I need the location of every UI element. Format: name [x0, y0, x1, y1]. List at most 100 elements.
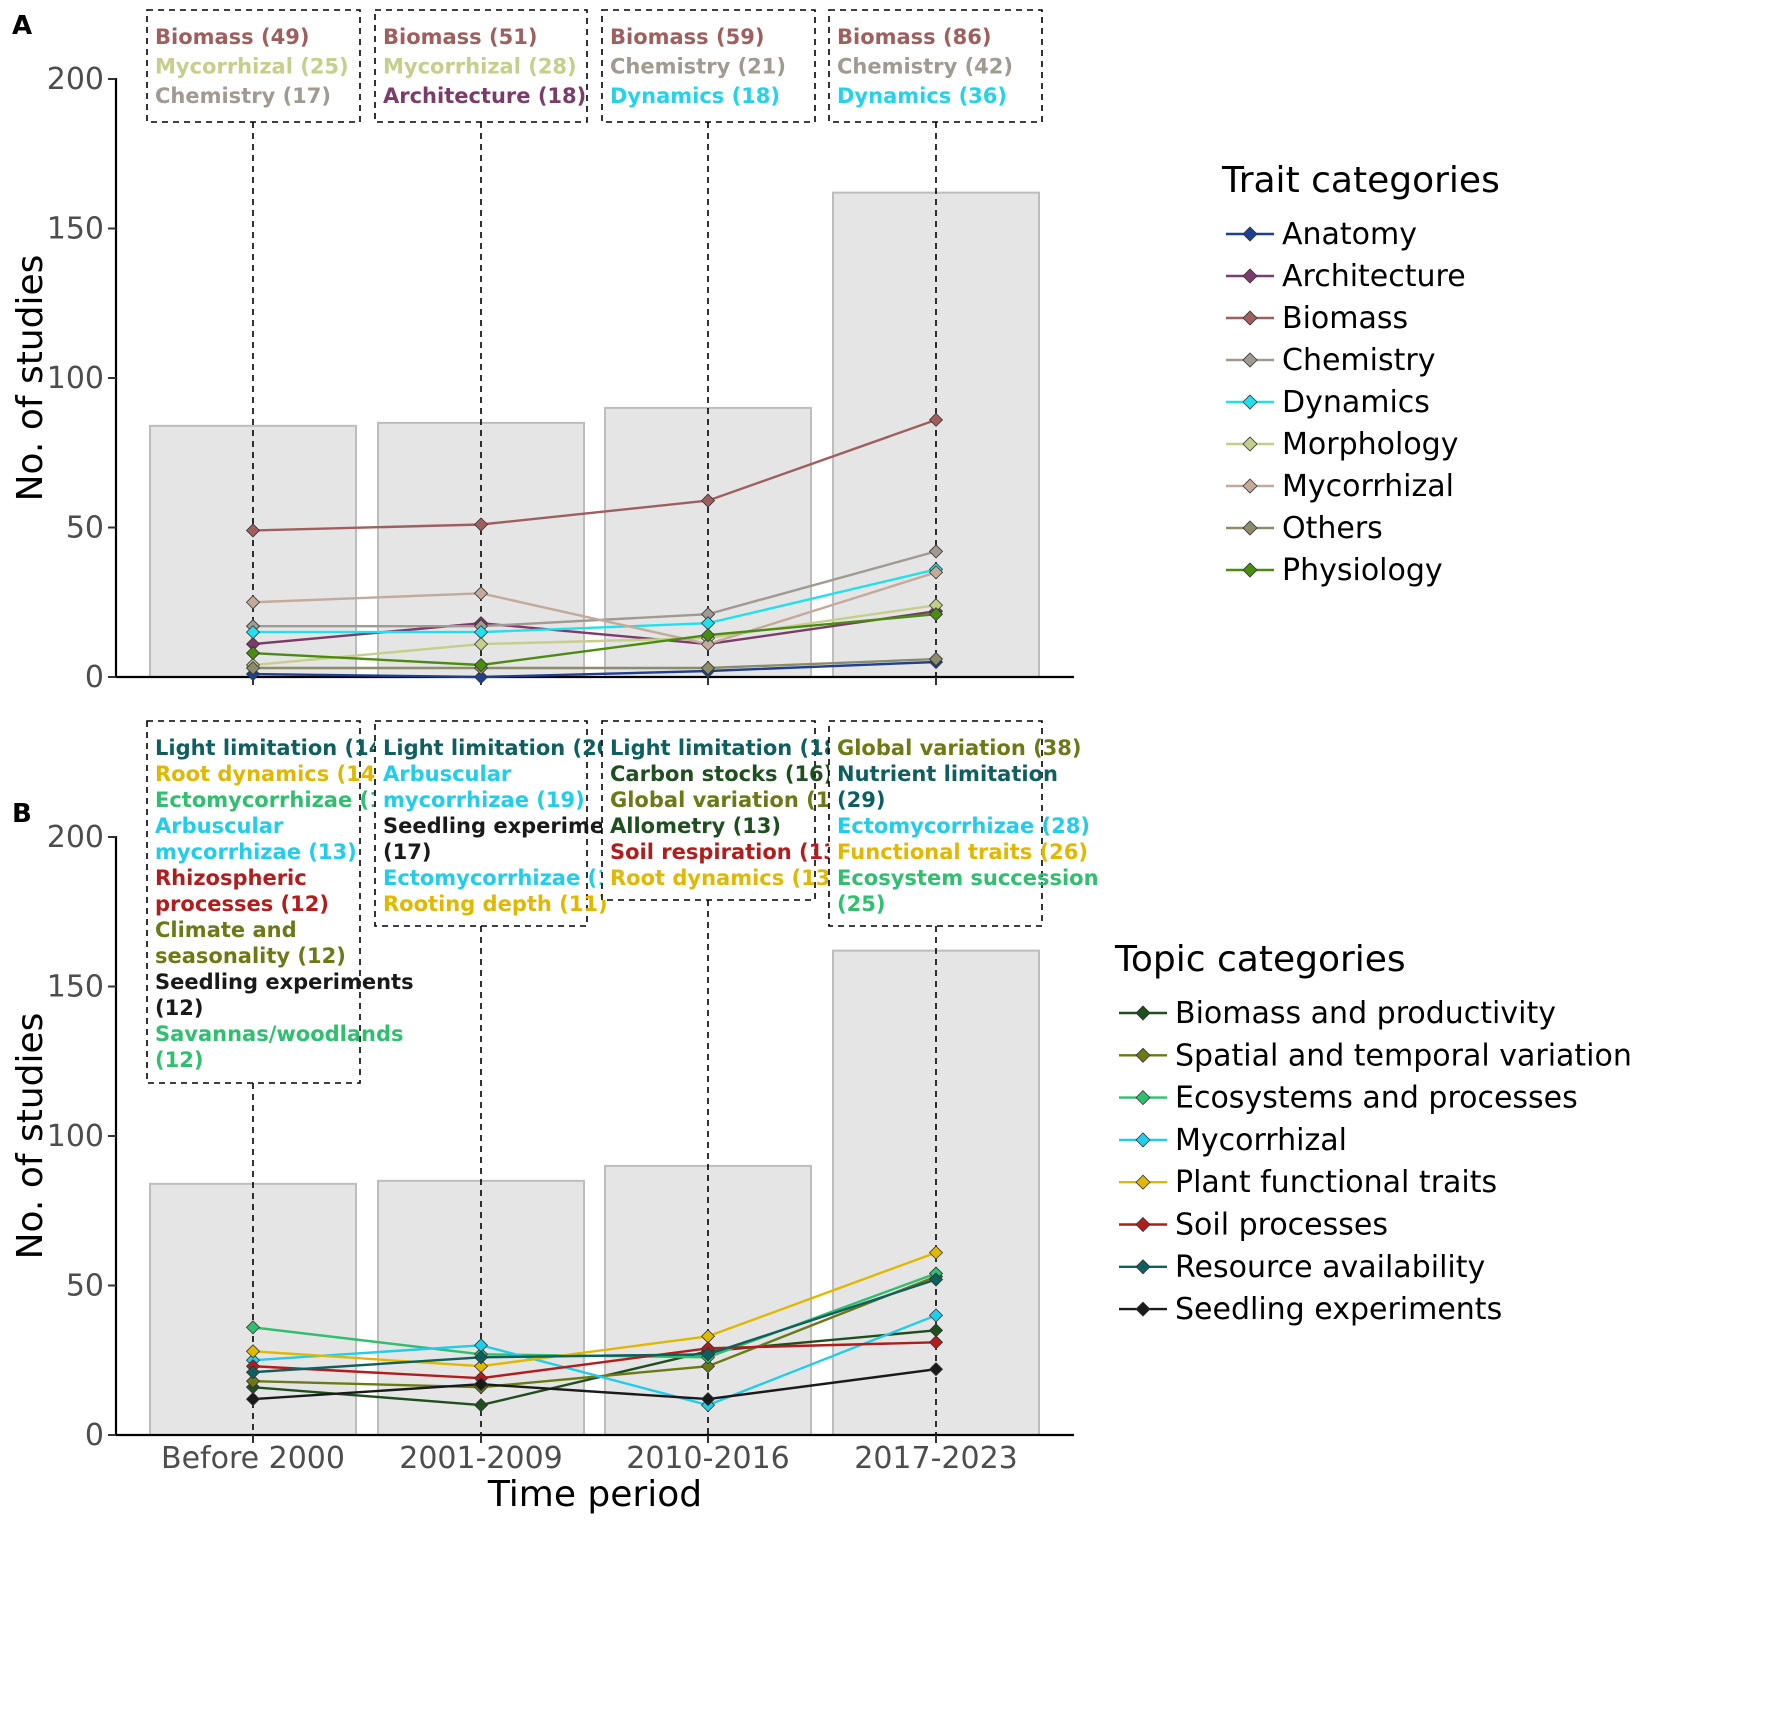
panel-b-legend-label: Seedling experiments	[1175, 1292, 1502, 1327]
panel-a-legend-key-marker	[1242, 478, 1258, 494]
panel-a-chart: 0 50 100 150 200 No. of studies Biomass (49) My…	[10, 9, 1500, 695]
panel-b-annotation-text: mycorrhizae (13)	[155, 840, 357, 864]
panel-b-point-spatial-and-temporal-variation	[245, 1374, 261, 1389]
panel-a-point-physiology	[928, 607, 944, 622]
panel-a-annotation-box-2017-2023	[828, 9, 1043, 123]
panel-a-series-line-physiology	[252, 613, 937, 667]
panel-a-legend-key-marker	[1242, 310, 1258, 326]
panel-a-legend-label: Mycorrhizal	[1282, 469, 1454, 504]
panel-b-y-tick-label: 50	[66, 1269, 104, 1304]
panel-b-annotation-text: Seedling experiments	[383, 814, 642, 838]
panel-a-annotation-text: Dynamics (18)	[610, 84, 780, 108]
panel-a-point-chemistry	[928, 544, 944, 559]
panel-a-legend-label: Anatomy	[1282, 217, 1417, 252]
panel-b-series-line-mycorrhizal	[252, 1314, 937, 1407]
panel-b-x-tick-label: 2017-2023	[854, 1441, 1018, 1476]
panel-b-point-resource-availability	[700, 1347, 716, 1362]
panel-b-annotation-text: (29)	[837, 788, 885, 812]
panel-a-legend-label: Morphology	[1282, 427, 1458, 462]
panel-b-legend-label: Biomass and productivity	[1175, 996, 1556, 1031]
panel-b-annotation-text: seasonality (12)	[155, 944, 346, 968]
panel-b-point-resource-availability	[473, 1350, 489, 1365]
panel-a-annotation-text: Chemistry (17)	[155, 84, 331, 108]
panel-b-annotation-text: Ectomycorrhizae (28)	[837, 814, 1090, 838]
panel-b-annotation-text: Allometry (13)	[610, 814, 781, 838]
panel-b-series-line-soil-processes	[252, 1341, 937, 1380]
panel-a-series-line-biomass	[252, 418, 937, 532]
panel-b-annotation-text: Root dynamics (13)	[610, 866, 840, 890]
panel-b-bar-2001-2009	[377, 1179, 585, 1436]
panel-b-point-seedling-experiments	[700, 1392, 716, 1407]
panel-b-annotation-text: Root dynamics (14)	[155, 762, 385, 786]
panel-a-annotation-text: Mycorrhizal (28)	[383, 55, 577, 79]
panel-b-annotation-text: Global variation (14)	[610, 788, 855, 812]
panel-b-y-tick-label: 100	[47, 1119, 104, 1154]
panel-b-annotation-text: Savannas/woodlands	[155, 1022, 404, 1046]
panel-b-annotation-text: Rhizospheric	[155, 866, 307, 890]
panel-b-series-line-biomass-and-productivity	[252, 1329, 937, 1407]
panel-b-annotation-box-2017-2023	[828, 720, 1043, 927]
panel-b-legend-key-marker	[1135, 1132, 1151, 1148]
panel-b-annotation-text: (25)	[837, 892, 885, 916]
panel-a-y-tick-label: 200	[47, 62, 104, 97]
panel-b-x-tick-label: 2010-2016	[626, 1441, 790, 1476]
panel-a-series-line-dynamics	[253, 568, 937, 634]
panel-a-annotation-box-before-2000	[146, 9, 361, 123]
panel-b-y-tick-label: 200	[47, 820, 104, 855]
panel-b-legend-key-marker	[1135, 1216, 1151, 1233]
panel-a-legend-label: Biomass	[1282, 301, 1408, 336]
panel-a-annotation-box-2001-2009	[374, 9, 588, 123]
panel-b-annotation-text: Arbuscular	[155, 814, 284, 838]
panel-a-point-others	[928, 651, 944, 667]
panel-b-annotation-text: Light limitation (14)	[155, 736, 393, 760]
panel-a-point-mycorrhizal	[700, 637, 716, 652]
panel-b-y-axis-title: No. of studies	[10, 1013, 51, 1260]
panel-b-annotation-box-2010-2016	[601, 720, 816, 901]
panel-a-legend-label: Architecture	[1282, 259, 1466, 294]
panel-b-chart: 0 50 100 150 200 Before 2000 2001-2009 2010-201…	[10, 720, 1632, 1515]
panel-a-point-morphology	[473, 637, 489, 652]
panel-a-point-physiology	[473, 657, 489, 673]
panel-b-point-soil-processes	[928, 1335, 944, 1350]
panel-a-y-tick-label: 150	[47, 212, 104, 247]
panel-b-y-tick-label: 0	[85, 1418, 104, 1453]
panel-a-point-biomass	[245, 523, 261, 538]
panel-b-point-seedling-experiments	[245, 1392, 261, 1407]
panel-b-annotation-text: (12)	[155, 996, 203, 1020]
panel-a-series-line-mycorrhizal	[252, 571, 937, 646]
panel-a-legend-key-marker	[1242, 394, 1258, 410]
panel-b-annotation-text: Nutrient limitation	[837, 762, 1058, 786]
panel-b-annotation-text: Arbuscular	[383, 762, 512, 786]
panel-a-legend-label: Others	[1282, 511, 1383, 546]
panel-b-point-spatial-and-temporal-variation	[700, 1359, 716, 1374]
panel-b-y-tick-label: 150	[47, 970, 104, 1005]
panel-b-legend-label: Mycorrhizal	[1175, 1123, 1347, 1158]
panel-b-point-resource-availability	[245, 1365, 261, 1380]
panel-a-point-biomass	[473, 517, 489, 532]
panel-a-y-tick-label: 0	[85, 660, 104, 695]
panel-b-legend-label: Soil processes	[1175, 1208, 1388, 1243]
panel-b-annotation-box-2001-2009	[374, 720, 588, 927]
panel-b-series-line-plant-functional-traits	[252, 1251, 937, 1368]
panel-a-series-line-architecture	[252, 610, 937, 646]
panel-a-annotation-text: Mycorrhizal (25)	[155, 55, 349, 79]
panel-b-annotation-text: Global variation (38)	[837, 736, 1082, 760]
panel-b-series-line-resource-availability	[252, 1278, 937, 1374]
panel-a-series-line-others	[253, 657, 937, 670]
panel-a-annotation-text: Chemistry (42)	[837, 55, 1013, 79]
panel-b-point-ecosystems-and-processes	[245, 1320, 261, 1335]
panel-a-legend-title: Trait categories	[1221, 160, 1500, 201]
panel-b-point-biomass-and-productivity	[473, 1398, 489, 1413]
panel-a-annotation-text: Architecture (18)	[383, 84, 586, 108]
panel-a-point-mycorrhizal	[245, 595, 261, 610]
panel-a-legend-label: Dynamics	[1282, 385, 1430, 420]
panel-b-series-line-spatial-and-temporal-variation	[252, 1275, 937, 1389]
panel-b-annotation-text: Ectomycorrhizae (14)	[155, 788, 408, 812]
panel-a-annotation-box-2010-2016	[601, 9, 816, 123]
panel-b-annotation-text: Soil respiration (13)	[610, 840, 847, 864]
panel-a-legend-label: Chemistry	[1282, 343, 1435, 378]
panel-b-annotation-text: Ectomycorrhizae (15)	[383, 866, 636, 890]
panel-b-point-mycorrhizal	[928, 1308, 944, 1323]
panel-b-annotation-text: processes (12)	[155, 892, 329, 916]
